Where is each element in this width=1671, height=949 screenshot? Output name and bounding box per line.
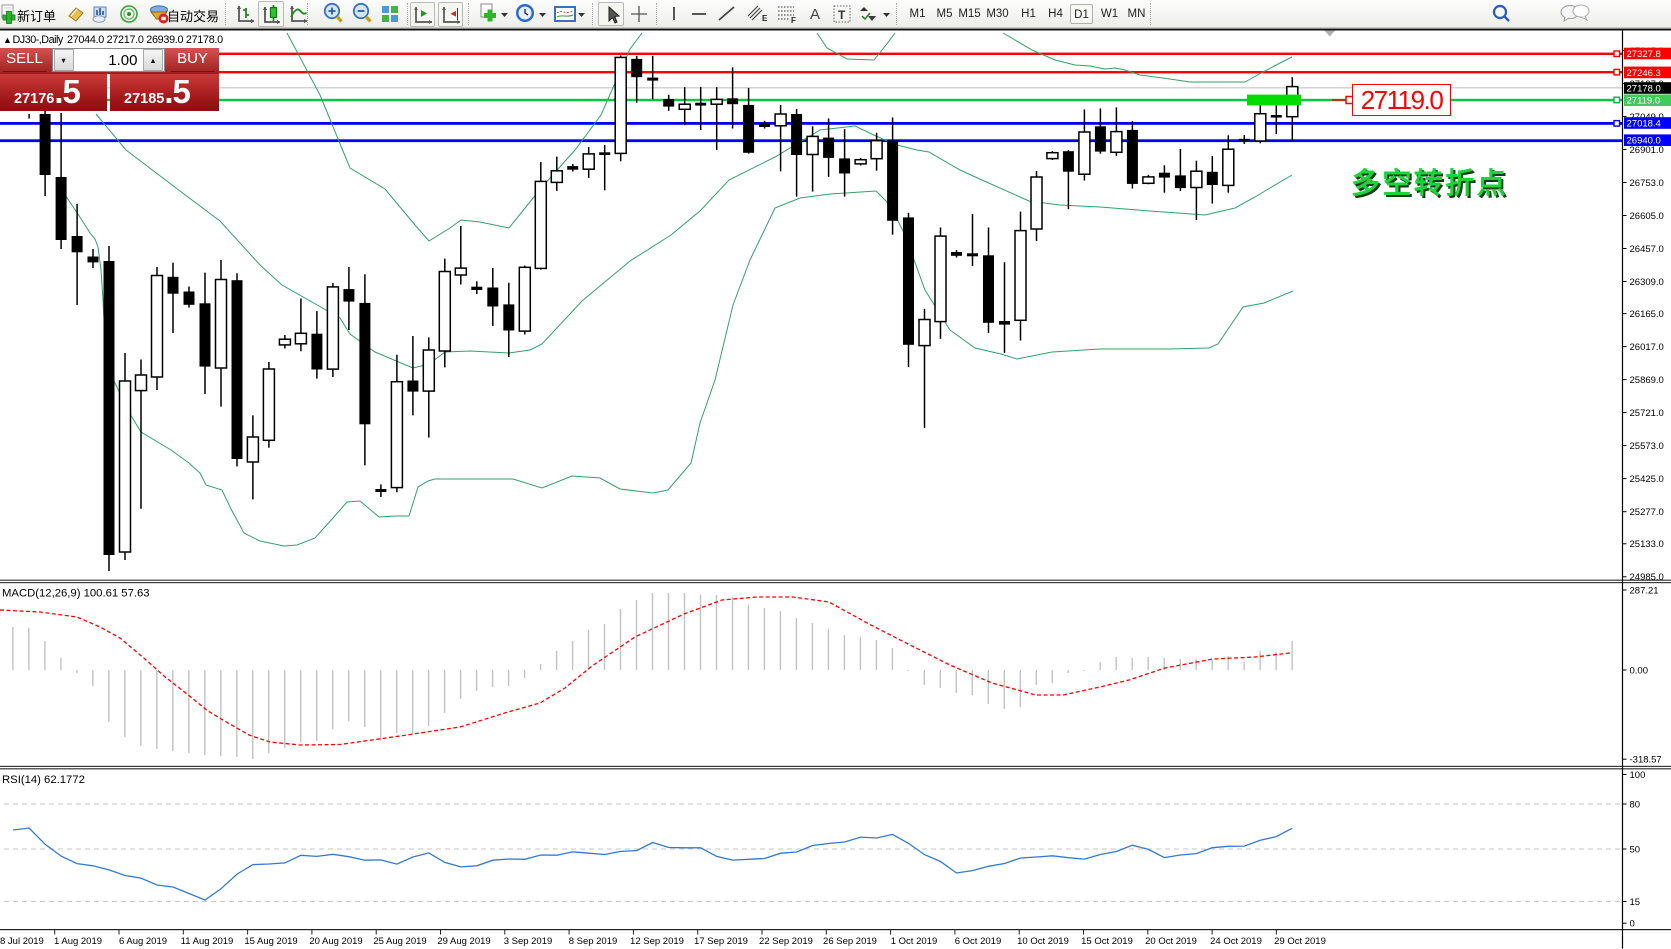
svg-text:25721.0: 25721.0 <box>1630 408 1664 419</box>
svg-text:29 Aug 2019: 29 Aug 2019 <box>437 936 490 947</box>
svg-text:27327.8: 27327.8 <box>1627 49 1661 60</box>
svg-text:20 Oct 2019: 20 Oct 2019 <box>1145 936 1197 947</box>
svg-text:E: E <box>762 14 768 23</box>
svg-text:287.21: 287.21 <box>1630 585 1659 596</box>
svg-text:29 Oct 2019: 29 Oct 2019 <box>1274 936 1326 947</box>
svg-text:20 Aug 2019: 20 Aug 2019 <box>309 936 362 947</box>
svg-text:F: F <box>791 16 796 25</box>
svg-text:25425.0: 25425.0 <box>1630 474 1664 485</box>
svg-text:26940.0: 26940.0 <box>1627 136 1661 147</box>
svg-text:RSI(14) 62.1772: RSI(14) 62.1772 <box>2 774 85 786</box>
svg-text:25869.0: 25869.0 <box>1630 375 1664 386</box>
svg-text:27119.0: 27119.0 <box>1627 96 1661 107</box>
svg-text:26901.0: 26901.0 <box>1630 145 1664 156</box>
svg-text:15 Aug 2019: 15 Aug 2019 <box>244 936 297 947</box>
svg-text:3 Sep 2019: 3 Sep 2019 <box>504 936 553 947</box>
svg-text:11 Aug 2019: 11 Aug 2019 <box>181 936 234 947</box>
svg-text:0.00: 0.00 <box>1630 665 1649 676</box>
svg-text:50: 50 <box>1630 844 1641 855</box>
svg-text:6 Oct 2019: 6 Oct 2019 <box>955 936 1001 947</box>
svg-text:26017.0: 26017.0 <box>1630 342 1664 353</box>
svg-text:25 Aug 2019: 25 Aug 2019 <box>373 936 426 947</box>
svg-text:A: A <box>810 6 820 23</box>
svg-text:10 Oct 2019: 10 Oct 2019 <box>1017 936 1069 947</box>
svg-text:8 Jul 2019: 8 Jul 2019 <box>0 936 44 947</box>
svg-text:22 Sep 2019: 22 Sep 2019 <box>759 936 813 947</box>
svg-text:T: T <box>838 8 846 22</box>
svg-text:27018.4: 27018.4 <box>1627 118 1661 129</box>
svg-text:17 Sep 2019: 17 Sep 2019 <box>694 936 748 947</box>
svg-text:27246.3: 27246.3 <box>1627 68 1661 79</box>
svg-text:26457.0: 26457.0 <box>1630 244 1664 255</box>
svg-text:12 Sep 2019: 12 Sep 2019 <box>630 936 684 947</box>
svg-text:26165.0: 26165.0 <box>1630 309 1664 320</box>
svg-text:80: 80 <box>1630 799 1641 810</box>
svg-text:MACD(12,26,9) 100.61 57.63: MACD(12,26,9) 100.61 57.63 <box>2 588 150 600</box>
svg-text:26753.0: 26753.0 <box>1630 178 1664 189</box>
svg-text:25133.0: 25133.0 <box>1630 539 1664 550</box>
svg-text:100: 100 <box>1630 770 1646 781</box>
svg-text:27178.0: 27178.0 <box>1627 83 1661 94</box>
svg-text:15 Oct 2019: 15 Oct 2019 <box>1081 936 1133 947</box>
svg-text:25573.0: 25573.0 <box>1630 441 1664 452</box>
svg-text:26309.0: 26309.0 <box>1630 277 1664 288</box>
svg-text:1 Oct 2019: 1 Oct 2019 <box>891 936 937 947</box>
svg-text:15: 15 <box>1630 897 1641 908</box>
svg-text:0: 0 <box>1630 919 1635 930</box>
svg-text:1 Aug 2019: 1 Aug 2019 <box>54 936 102 947</box>
svg-text:24985.0: 24985.0 <box>1630 572 1664 583</box>
svg-text:-318.57: -318.57 <box>1630 755 1662 766</box>
svg-text:24 Oct 2019: 24 Oct 2019 <box>1210 936 1262 947</box>
svg-text:26605.0: 26605.0 <box>1630 211 1664 222</box>
svg-text:8 Sep 2019: 8 Sep 2019 <box>569 936 618 947</box>
svg-text:25277.0: 25277.0 <box>1630 507 1664 518</box>
svg-text:26 Sep 2019: 26 Sep 2019 <box>823 936 877 947</box>
svg-text:6 Aug 2019: 6 Aug 2019 <box>119 936 167 947</box>
